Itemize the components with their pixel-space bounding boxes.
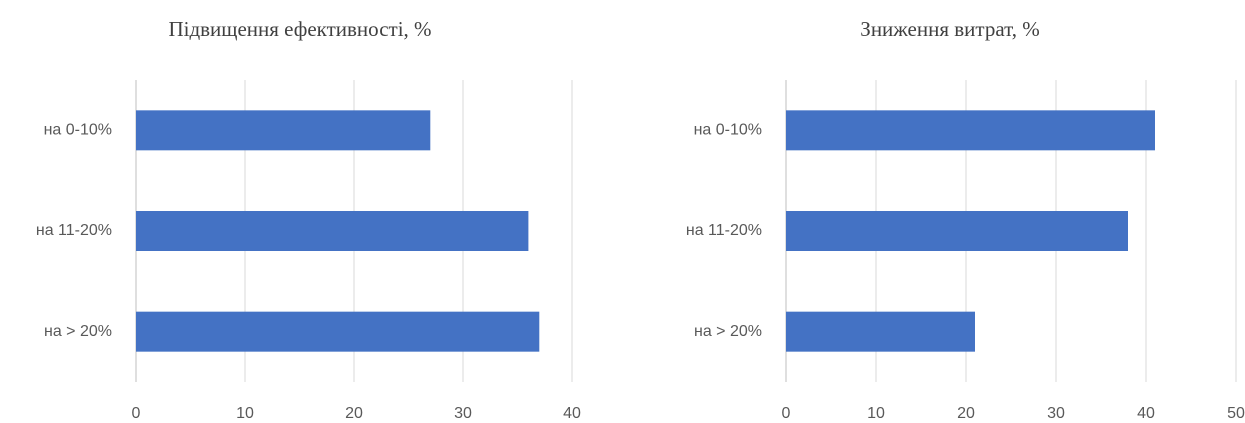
bar — [136, 110, 431, 151]
x-tick-label: 40 — [563, 405, 581, 422]
chart-title: Підвищення ефективності, % — [168, 17, 431, 41]
y-tick-label: на 11-20% — [686, 222, 762, 239]
bar — [786, 110, 1155, 151]
x-tick-label: 10 — [236, 405, 254, 422]
x-tick-label: 0 — [132, 405, 141, 422]
x-tick-label: 0 — [782, 405, 791, 422]
y-tick-label: на > 20% — [44, 323, 112, 340]
bar — [136, 211, 529, 251]
bar — [786, 211, 1128, 251]
x-tick-label: 10 — [867, 405, 885, 422]
x-tick-label: 30 — [1047, 405, 1065, 422]
chart-title: Зниження витрат, % — [860, 17, 1039, 41]
x-tick-label: 50 — [1227, 405, 1245, 422]
bar — [136, 311, 540, 352]
bar — [786, 311, 975, 352]
y-tick-label: на 11-20% — [36, 222, 112, 239]
y-tick-label: на 0-10% — [44, 122, 112, 139]
x-tick-label: 20 — [957, 405, 975, 422]
y-tick-label: на > 20% — [694, 323, 762, 340]
y-tick-label: на 0-10% — [694, 122, 762, 139]
x-tick-label: 20 — [345, 405, 363, 422]
x-tick-label: 40 — [1137, 405, 1155, 422]
x-tick-label: 30 — [454, 405, 472, 422]
